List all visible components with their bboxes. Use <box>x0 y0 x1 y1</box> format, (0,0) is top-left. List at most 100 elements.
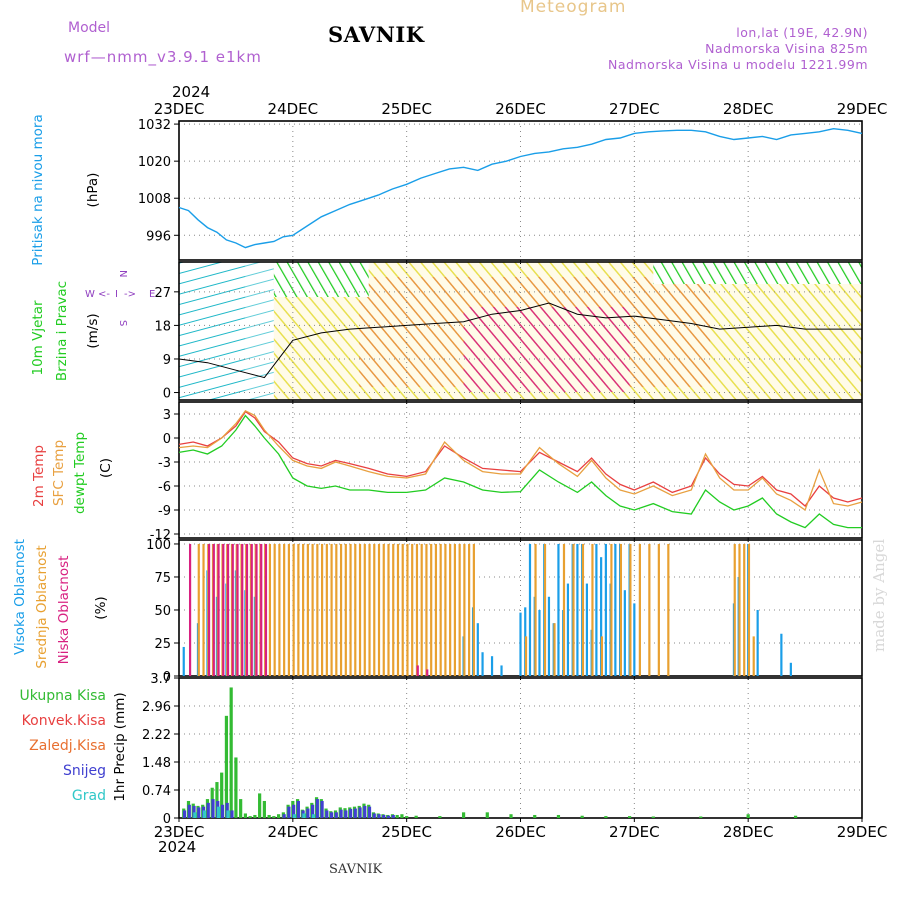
clouds-bar-1 <box>311 543 314 676</box>
precipitation-bar-1 <box>325 810 329 818</box>
wind-tick-label-y: 9 <box>163 353 171 368</box>
model-elevation: Nadmorska Visina u modelu 1221.99m <box>608 57 868 72</box>
precipitation-bar-1 <box>391 814 395 818</box>
clouds-bar-0 <box>490 656 494 676</box>
clouds-bar-1 <box>344 543 347 676</box>
x-tick-label-bottom: 23DEC <box>154 823 205 841</box>
precipitation-bar-1 <box>192 805 196 818</box>
clouds-bar-1 <box>572 543 575 676</box>
precipitation-bar-2 <box>311 814 316 818</box>
clouds-bar-1 <box>358 543 362 676</box>
temperature-tick-label-y: -3 <box>158 456 171 471</box>
clouds-bar-0 <box>585 583 589 676</box>
clouds-bar-1 <box>543 543 547 676</box>
clouds-bar-2 <box>222 543 225 676</box>
clouds-bar-0 <box>476 623 479 676</box>
clouds-tick-label-y: 75 <box>154 571 171 586</box>
clouds-bar-1 <box>339 543 343 676</box>
cloud-axis-unit: (%) <box>93 596 109 619</box>
clouds-bar-1 <box>738 543 741 676</box>
precipitation-bar-0 <box>253 814 257 818</box>
clouds-bar-1 <box>363 543 366 676</box>
clouds-bar-0 <box>528 543 532 676</box>
x-tick-label-bottom: 29DEC <box>837 823 888 841</box>
compass-east: E <box>149 289 155 300</box>
clouds-bar-1 <box>297 543 300 676</box>
clouds-bar-0 <box>756 609 759 676</box>
clouds-bar-2 <box>250 543 253 676</box>
clouds-bar-1 <box>401 543 404 676</box>
clouds-bar-1 <box>453 543 456 676</box>
precipitation-bar-0 <box>485 812 489 818</box>
clouds-bar-0 <box>566 583 570 676</box>
wind-series-0 <box>178 302 862 379</box>
clouds-bar-1 <box>292 543 295 676</box>
precipitation-bar-0 <box>533 814 537 818</box>
precipitation-bar-1 <box>292 804 296 818</box>
clouds-bar-0 <box>614 543 617 676</box>
x-tick-label-bottom: 27DEC <box>609 823 660 841</box>
clouds-bar-1 <box>534 543 537 676</box>
clouds-bar-1 <box>377 543 381 676</box>
precipitation-panel: 0 0.74 1.48 2.22 2.96 3.7 <box>142 672 863 827</box>
precipitation-bar-1 <box>386 815 391 818</box>
clouds-bar-0 <box>557 543 560 676</box>
precipitation-bar-1 <box>377 814 381 818</box>
precip-legend-item: Grad <box>72 788 106 804</box>
clouds-bar-1 <box>325 543 328 676</box>
precipitation-bar-0 <box>400 814 404 818</box>
precipitation-tick-label-y: 0.74 <box>142 784 171 799</box>
temperature-tick-label-y: -6 <box>158 480 171 495</box>
clouds-bar-0 <box>789 662 792 676</box>
wind-tick-label-y: 18 <box>154 319 171 334</box>
temperature-frame <box>178 401 863 539</box>
clouds-bar-0 <box>633 603 636 676</box>
precipitation-bar-0 <box>699 816 703 818</box>
precipitation-bar-2 <box>292 814 297 818</box>
clouds-bar-1 <box>320 543 324 676</box>
x-tick-label-bottom: 26DEC <box>495 823 546 841</box>
clouds-bar-1 <box>648 543 651 676</box>
precipitation-bar-2 <box>302 813 306 818</box>
clouds-tick-label-y: 25 <box>154 637 171 652</box>
station-footer: SAVNIK <box>329 862 383 877</box>
wind-field-north <box>179 262 246 400</box>
precipitation-bar-0 <box>414 815 418 818</box>
clouds-bar-1 <box>406 543 409 676</box>
precipitation-bar-0 <box>746 814 750 818</box>
clouds-bar-1 <box>667 543 670 676</box>
precipitation-bar-0 <box>229 687 233 818</box>
temperature-tick-label-y: -12 <box>150 528 171 543</box>
precipitation-bar-1 <box>287 806 291 818</box>
cloud-axis-title-mid: Srednja Oblacnost <box>34 545 50 668</box>
clouds-bar-1 <box>458 543 461 676</box>
compass-south: S <box>117 320 128 326</box>
x-tick-label-bottom: 24DEC <box>268 823 319 841</box>
clouds-bar-1 <box>600 636 604 676</box>
precipitation-bar-0 <box>651 816 655 818</box>
clouds-bar-1 <box>411 543 414 676</box>
clouds-tick-label-y: 100 <box>146 538 171 553</box>
clouds-bar-0 <box>780 633 783 676</box>
clouds-bar-2 <box>264 543 268 676</box>
cloud-axis-title-low: Niska Oblacnost <box>56 556 72 665</box>
clouds-bar-1 <box>268 543 272 676</box>
precipitation-bar-0 <box>234 757 238 818</box>
clouds-tick-label-y: 0 <box>163 670 171 685</box>
wind-field-light-a <box>273 262 369 297</box>
station-elevation: Nadmorska Visina 825m <box>705 41 868 56</box>
precipitation-bar-1 <box>230 810 234 818</box>
wind-tick-label-y: 27 <box>154 286 171 301</box>
clouds-bar-1 <box>629 543 632 676</box>
model-name: wrf—nmm_v3.9.1 e1km <box>64 48 262 66</box>
station-title: SAVNIK <box>328 22 425 47</box>
clouds-bar-1 <box>306 543 309 676</box>
precipitation-bar-1 <box>358 807 362 818</box>
precipitation-bar-0 <box>224 715 229 818</box>
temperature-tick-label-y: -9 <box>158 504 171 519</box>
clouds-bar-2 <box>416 665 419 676</box>
precipitation-bar-2 <box>216 806 221 818</box>
pressure-tick-label-y: 1020 <box>138 155 171 170</box>
location-coordinates: lon,lat (19E, 42.9N) <box>736 25 868 40</box>
